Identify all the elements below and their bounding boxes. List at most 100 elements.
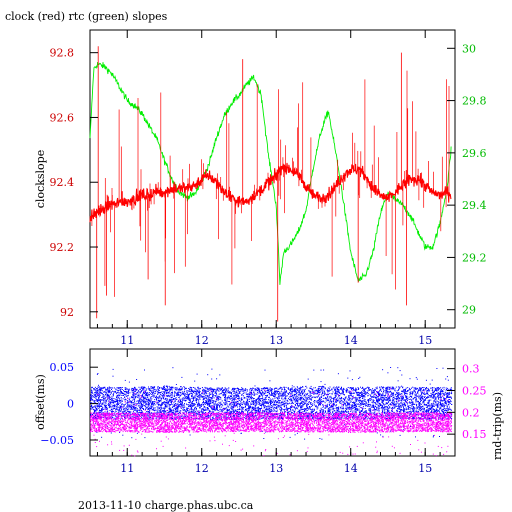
offset-point bbox=[104, 398, 106, 400]
offset-point bbox=[321, 397, 322, 398]
offset-point bbox=[180, 404, 182, 406]
offset-point bbox=[173, 393, 175, 395]
offset-point bbox=[415, 387, 417, 389]
offset-point bbox=[311, 404, 313, 405]
offset-point bbox=[201, 418, 203, 420]
offset-point bbox=[275, 402, 277, 404]
offset-point bbox=[400, 409, 402, 411]
offset-point bbox=[132, 394, 134, 396]
offset-point bbox=[440, 393, 442, 395]
offset-point bbox=[293, 395, 295, 397]
offset-point bbox=[119, 410, 121, 412]
offset-point bbox=[406, 411, 408, 413]
offset-point bbox=[207, 395, 209, 397]
offset-point bbox=[149, 390, 151, 391]
offset-point bbox=[426, 417, 428, 419]
offset-point bbox=[247, 408, 249, 409]
offset-point bbox=[157, 390, 159, 392]
offset-point bbox=[176, 411, 178, 413]
offset-point bbox=[157, 392, 159, 394]
offset-point bbox=[202, 402, 203, 404]
offset-point bbox=[292, 406, 294, 408]
offset-point bbox=[412, 418, 414, 420]
offset-point bbox=[265, 396, 267, 398]
offset-point bbox=[400, 396, 402, 398]
offset-point bbox=[388, 411, 390, 413]
offset-point bbox=[415, 388, 417, 390]
offset-point bbox=[198, 393, 200, 395]
offset-point bbox=[352, 392, 354, 394]
offset-point bbox=[253, 393, 255, 395]
offset-point bbox=[206, 398, 208, 400]
offset-point bbox=[138, 386, 140, 388]
offset-point bbox=[223, 415, 225, 417]
offset-point bbox=[389, 407, 391, 409]
offset-point bbox=[411, 392, 413, 394]
offset-point bbox=[285, 406, 287, 408]
offset-point bbox=[182, 407, 184, 409]
offset-point bbox=[430, 404, 432, 406]
offset-point bbox=[273, 401, 275, 403]
offset-point bbox=[182, 399, 184, 401]
offset-point bbox=[290, 403, 292, 405]
offset-point bbox=[149, 414, 151, 416]
offset-point bbox=[294, 394, 295, 396]
offset-point bbox=[227, 389, 229, 391]
offset-point bbox=[233, 404, 235, 406]
offset-point bbox=[422, 398, 424, 400]
offset-point bbox=[277, 390, 278, 392]
offset-point bbox=[127, 392, 129, 394]
offset-point bbox=[170, 396, 172, 398]
offset-point bbox=[248, 397, 250, 399]
offset-point bbox=[381, 397, 383, 399]
offset-point bbox=[391, 394, 393, 396]
offset-point bbox=[365, 388, 367, 390]
offset-point bbox=[357, 403, 359, 405]
offset-point bbox=[326, 397, 328, 399]
offset-point bbox=[375, 406, 377, 407]
offset-point bbox=[366, 404, 368, 406]
offset-point bbox=[202, 411, 204, 413]
offset-point bbox=[193, 403, 195, 405]
offset-point bbox=[337, 399, 339, 401]
offset-point bbox=[255, 414, 257, 416]
offset-point bbox=[190, 405, 192, 407]
offset-point bbox=[405, 390, 406, 392]
offset-point bbox=[160, 400, 162, 402]
offset-point bbox=[169, 404, 171, 406]
offset-point bbox=[406, 402, 408, 404]
offset-point bbox=[324, 402, 326, 404]
offset-point bbox=[226, 409, 228, 411]
offset-point bbox=[282, 392, 284, 394]
offset-point bbox=[443, 406, 445, 408]
offset-point bbox=[106, 394, 108, 396]
offset-point bbox=[160, 411, 162, 413]
offset-point bbox=[302, 403, 304, 405]
offset-point bbox=[371, 404, 373, 406]
offset-point bbox=[418, 416, 419, 418]
offset-point bbox=[348, 396, 350, 398]
offset-point bbox=[379, 394, 380, 395]
offset-point bbox=[132, 403, 134, 405]
offset-point bbox=[287, 403, 289, 405]
offset-point bbox=[355, 416, 357, 418]
offset-point bbox=[317, 412, 319, 414]
offset-point bbox=[316, 411, 318, 413]
offset-point bbox=[409, 402, 411, 404]
offset-point bbox=[203, 393, 205, 395]
offset-point bbox=[451, 418, 453, 419]
offset-point bbox=[175, 403, 176, 405]
offset-point bbox=[274, 417, 276, 418]
offset-point bbox=[345, 408, 347, 410]
offset-point bbox=[226, 403, 228, 405]
offset-point bbox=[312, 403, 314, 405]
offset-point bbox=[195, 418, 197, 420]
offset-point bbox=[120, 402, 122, 404]
offset-point bbox=[427, 410, 429, 412]
offset-point bbox=[207, 401, 209, 403]
offset-point bbox=[206, 395, 208, 396]
offset-point bbox=[118, 397, 120, 398]
offset-point bbox=[100, 401, 101, 402]
offset-point bbox=[133, 388, 134, 390]
offset-point bbox=[341, 399, 343, 401]
